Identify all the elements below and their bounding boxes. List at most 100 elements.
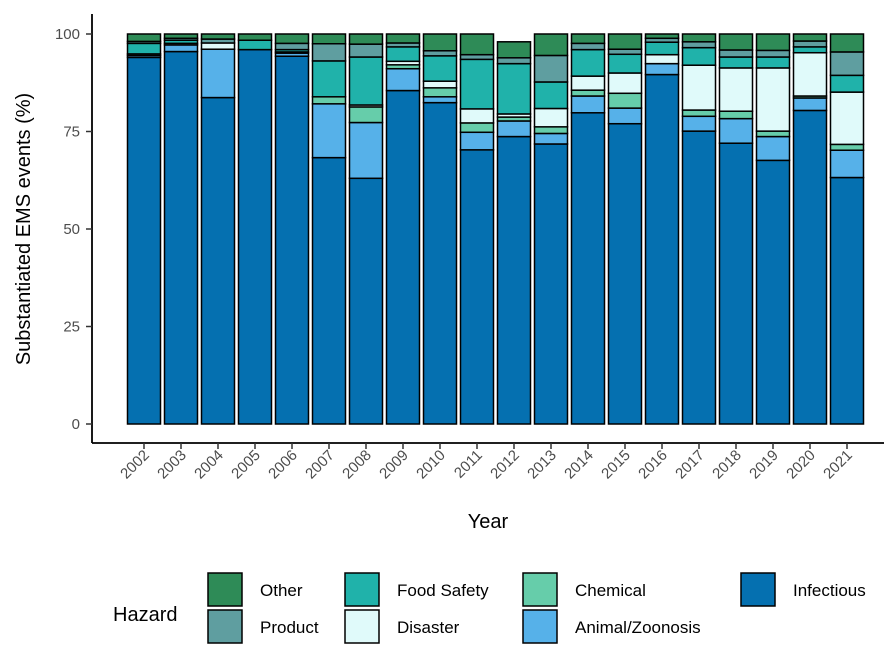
bar-segment-animal-zoonosis-2011 bbox=[459, 131, 495, 151]
bar-segment-infectious-2010 bbox=[422, 101, 458, 425]
bar-segment-animal-zoonosis-2010 bbox=[422, 96, 458, 104]
x-tick-label-2004: 2004 bbox=[191, 447, 227, 483]
bar-segment-disaster-2017 bbox=[681, 64, 717, 111]
bar-segment-food-safety-2014 bbox=[570, 48, 606, 77]
y-tick-label: 100 bbox=[55, 26, 80, 43]
legend-label-food-safety: Food Safety bbox=[397, 581, 489, 600]
y-tick-label: 0 bbox=[72, 416, 80, 433]
bar-segment-other-2018 bbox=[718, 33, 754, 51]
bar-segment-disaster-2010 bbox=[422, 80, 458, 89]
legend-key-product bbox=[207, 609, 243, 644]
bar-segment-other-2009 bbox=[385, 33, 421, 44]
bar-segment-other-2005 bbox=[237, 33, 273, 41]
bar-segment-infectious-2014 bbox=[570, 112, 606, 425]
bar-segment-disaster-2013 bbox=[533, 107, 569, 128]
bar-segment-disaster-2014 bbox=[570, 75, 606, 91]
bar-segment-food-safety-2005 bbox=[237, 39, 273, 51]
bar-segment-animal-zoonosis-2013 bbox=[533, 132, 569, 145]
bar-segment-product-2010 bbox=[422, 50, 458, 57]
bar-segment-other-2019 bbox=[755, 33, 791, 52]
x-tick-label-2015: 2015 bbox=[598, 447, 634, 483]
x-tick-label-2021: 2021 bbox=[820, 447, 856, 483]
bar-segment-chemical-2013 bbox=[533, 126, 569, 135]
bar-segment-food-safety-2012 bbox=[496, 62, 532, 115]
bar-segment-infectious-2004 bbox=[200, 96, 236, 425]
bar-segment-product-2006 bbox=[274, 42, 310, 51]
bar-segment-product-2019 bbox=[755, 49, 791, 58]
legend-key-chemical bbox=[522, 572, 558, 607]
bar-segment-chemical-2017 bbox=[681, 109, 717, 118]
bar-segment-disaster-2004 bbox=[200, 42, 236, 50]
bar-segment-infectious-2020 bbox=[792, 109, 828, 425]
bar-segment-other-2008 bbox=[348, 33, 384, 45]
bar-segment-infectious-2003 bbox=[163, 50, 199, 425]
bar-segment-infectious-2006 bbox=[274, 55, 310, 425]
bar-segment-other-2006 bbox=[274, 33, 310, 45]
bar-segment-chemical-2007 bbox=[311, 96, 347, 105]
bar-segment-other-2014 bbox=[570, 33, 606, 45]
bar-segment-product-2012 bbox=[496, 57, 532, 65]
bar-segment-animal-zoonosis-2021 bbox=[829, 149, 865, 179]
bar-segment-chemical-2021 bbox=[829, 143, 865, 151]
legend-label-other: Other bbox=[260, 581, 303, 600]
bar-segment-infectious-2018 bbox=[718, 142, 754, 425]
bar-segment-food-safety-2009 bbox=[385, 46, 421, 63]
legend-label-chemical: Chemical bbox=[575, 581, 646, 600]
bar-segment-other-2002 bbox=[126, 33, 162, 43]
bar-segment-animal-zoonosis-2003 bbox=[163, 44, 199, 53]
x-tick-label-2018: 2018 bbox=[709, 447, 745, 483]
bar-segment-food-safety-2002 bbox=[126, 42, 162, 55]
bar-segment-food-safety-2013 bbox=[533, 81, 569, 110]
bar-segment-product-2020 bbox=[792, 40, 828, 48]
x-tick-label-2019: 2019 bbox=[746, 447, 782, 483]
bar-segment-product-2013 bbox=[533, 54, 569, 83]
bar-segment-product-2021 bbox=[829, 51, 865, 77]
legend-key-animal-zoonosis bbox=[522, 609, 558, 644]
x-tick-label-2012: 2012 bbox=[487, 447, 523, 483]
legend-key-food-safety bbox=[344, 572, 380, 607]
bar-segment-disaster-2019 bbox=[755, 67, 791, 132]
bar-segment-food-safety-2018 bbox=[718, 56, 754, 69]
bar-segment-infectious-2008 bbox=[348, 177, 384, 425]
x-tick-label-2009: 2009 bbox=[376, 447, 412, 483]
bar-segment-food-safety-2007 bbox=[311, 60, 347, 98]
bar-segment-other-2016 bbox=[644, 33, 680, 40]
bar-segment-disaster-2015 bbox=[607, 72, 643, 95]
bar-segment-product-2015 bbox=[607, 48, 643, 56]
bar-segment-chemical-2008 bbox=[348, 106, 384, 124]
legend-label-disaster: Disaster bbox=[397, 618, 460, 637]
bar-segment-animal-zoonosis-2017 bbox=[681, 115, 717, 132]
legend-title: Hazard bbox=[113, 604, 177, 626]
bar-segment-disaster-2021 bbox=[829, 91, 865, 146]
bar-segment-animal-zoonosis-2004 bbox=[200, 48, 236, 99]
bar-segment-infectious-2009 bbox=[385, 89, 421, 425]
bar-segment-chemical-2011 bbox=[459, 122, 495, 134]
x-tick-label-2011: 2011 bbox=[451, 447, 486, 482]
bar-segment-food-safety-2020 bbox=[792, 46, 828, 54]
bar-segment-other-2007 bbox=[311, 33, 347, 45]
x-tick-label-2006: 2006 bbox=[265, 447, 301, 483]
bar-segment-chemical-2010 bbox=[422, 87, 458, 98]
bar-segment-animal-zoonosis-2009 bbox=[385, 67, 421, 92]
bar-segment-disaster-2020 bbox=[792, 51, 828, 97]
bar-segment-infectious-2005 bbox=[237, 48, 273, 425]
bar-segment-disaster-2011 bbox=[459, 108, 495, 124]
x-axis-title: Year bbox=[468, 511, 509, 533]
y-axis-ticks: 0 25 50 75 100 bbox=[55, 26, 92, 433]
x-tick-label-2013: 2013 bbox=[524, 447, 560, 483]
bar-segment-animal-zoonosis-2020 bbox=[792, 97, 828, 112]
bar-segment-infectious-2015 bbox=[607, 122, 643, 425]
bar-segment-food-safety-2019 bbox=[755, 56, 791, 69]
bar-segment-animal-zoonosis-2012 bbox=[496, 120, 532, 138]
bar-segment-infectious-2019 bbox=[755, 159, 791, 425]
bar-segment-infectious-2011 bbox=[459, 149, 495, 425]
legend: Other Food Safety Chemical Infectious Produc… bbox=[207, 572, 866, 644]
bar-segment-infectious-2007 bbox=[311, 156, 347, 425]
legend-key-infectious bbox=[740, 572, 776, 607]
x-axis-ticks: 2002 2003 2004 2005 2006 2007 2008 2009 2010 2011… bbox=[117, 443, 856, 482]
bar-segment-food-safety-2016 bbox=[644, 41, 680, 56]
y-tick-label: 75 bbox=[63, 124, 80, 141]
bar-segment-other-2017 bbox=[681, 33, 717, 43]
y-tick-label: 25 bbox=[63, 319, 80, 336]
